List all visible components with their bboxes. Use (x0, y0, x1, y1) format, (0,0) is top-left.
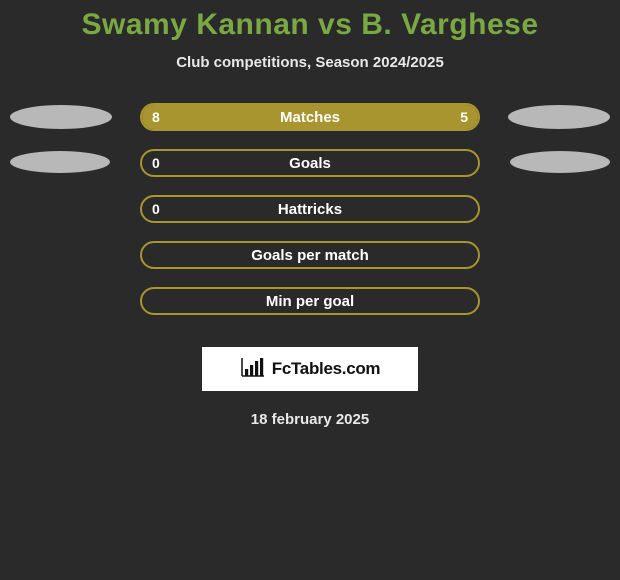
stat-bar: 0 Hattricks (140, 195, 480, 223)
page-title: Swamy Kannan vs B. Varghese (0, 8, 620, 42)
subtitle: Club competitions, Season 2024/2025 (0, 54, 620, 71)
stat-row: Min per goal (0, 287, 620, 333)
stat-row: 0 Hattricks (0, 195, 620, 241)
stat-left-value: 8 (152, 109, 160, 125)
stat-label: Goals (289, 155, 331, 172)
logo-box: FcTables.com (202, 347, 418, 391)
stat-label: Hattricks (278, 201, 342, 218)
stat-row: Goals per match (0, 241, 620, 287)
stat-label: Min per goal (266, 293, 354, 310)
ellipse-right (510, 151, 610, 173)
stat-bar: 0 Goals (140, 149, 480, 177)
date-text: 18 february 2025 (0, 411, 620, 428)
stat-row: 8 5 Matches (0, 103, 620, 149)
stat-bar: 8 5 Matches (140, 103, 480, 131)
ellipse-right (508, 105, 610, 129)
stats-rows: 8 5 Matches 0 Goals 0 Hattricks Goals per match… (0, 103, 620, 333)
stat-label: Goals per match (251, 247, 369, 264)
stat-right-value: 5 (460, 109, 468, 125)
logo-text: FcTables.com (272, 359, 381, 379)
ellipse-left (10, 105, 112, 129)
ellipse-left (10, 151, 110, 173)
bar-fill-right (349, 105, 478, 129)
bar-chart-icon (240, 356, 266, 383)
stat-bar: Goals per match (140, 241, 480, 269)
stat-row: 0 Goals (0, 149, 620, 195)
stat-left-value: 0 (152, 155, 160, 171)
infographic-container: Swamy Kannan vs B. Varghese Club competi… (0, 0, 620, 580)
stat-bar: Min per goal (140, 287, 480, 315)
stat-left-value: 0 (152, 201, 160, 217)
stat-label: Matches (280, 109, 340, 126)
